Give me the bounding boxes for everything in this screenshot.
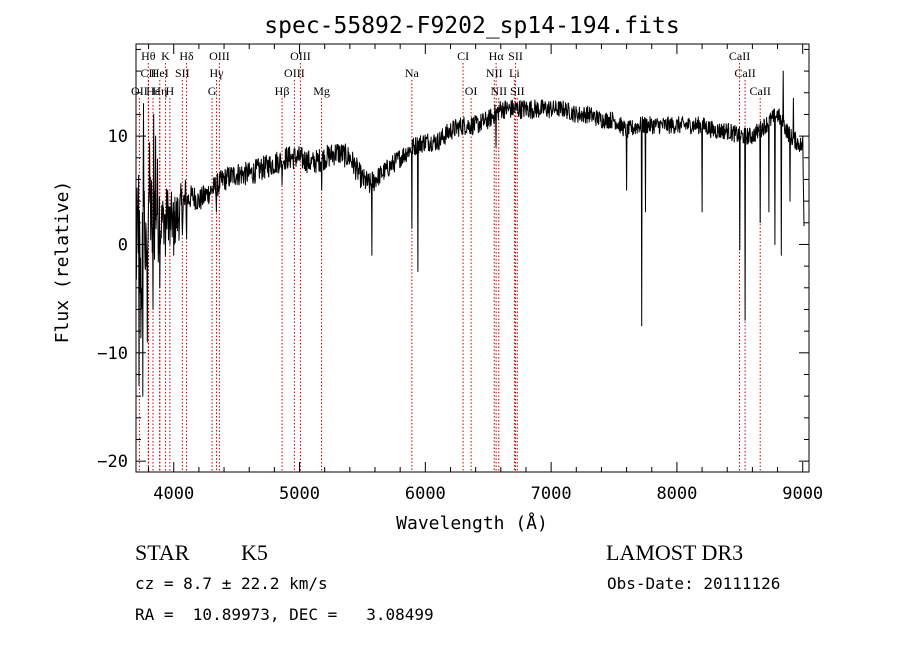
x-tick-label: 7000 — [531, 484, 572, 504]
line-label: Na — [405, 66, 420, 80]
plot-frame — [135, 43, 810, 473]
line-label: Hγ — [210, 66, 225, 80]
line-label: Hθ — [141, 49, 156, 63]
line-label: NII — [490, 84, 507, 98]
line-label: NII — [486, 66, 503, 80]
line-label: OIII — [290, 49, 311, 63]
line-label: Hε — [146, 84, 160, 98]
x-tick-label: 8000 — [656, 484, 697, 504]
x-tick-label: 4000 — [153, 484, 194, 504]
line-label: Hα — [489, 49, 505, 63]
line-label: CaII — [750, 84, 771, 98]
observation-date: Obs-Date: 20111126 — [607, 574, 780, 593]
y-axis-ticks: −20 −10 0 10 — [97, 48, 809, 472]
redshift-velocity: cz = 8.7 ± 22.2 km/s — [135, 574, 328, 593]
x-tick-label: 5000 — [279, 484, 320, 504]
line-label: K — [161, 49, 170, 63]
survey-name: LAMOST DR3 — [606, 540, 743, 565]
y-tick-label: −10 — [97, 344, 128, 364]
y-tick-label: 10 — [108, 127, 128, 147]
object-subclass: K5 — [241, 540, 268, 565]
line-label: HeI — [151, 66, 169, 80]
line-label: OI — [465, 84, 478, 98]
x-tick-label: 6000 — [405, 484, 446, 504]
y-axis-label: Flux (relative) — [52, 181, 73, 344]
line-label: OIII — [284, 66, 305, 80]
object-class: STAR — [135, 540, 190, 565]
line-label: CI — [457, 49, 469, 63]
y-tick-label: 0 — [118, 235, 128, 255]
line-label: Mg — [313, 84, 330, 98]
line-label: Hδ — [179, 49, 194, 63]
line-label: SII — [510, 84, 525, 98]
line-label: SII — [175, 66, 190, 80]
line-label: H — [166, 84, 175, 98]
x-axis-label: Wavelength (Å) — [396, 512, 548, 534]
x-tick-label: 9000 — [782, 484, 823, 504]
line-label: SII — [508, 49, 523, 63]
spectrum-series — [135, 70, 805, 397]
y-tick-label: −20 — [97, 452, 128, 472]
line-label: OIII — [209, 49, 230, 63]
coordinates: RA = 10.89973, DEC = 3.08499 — [135, 605, 434, 624]
line-label: Li — [509, 66, 520, 80]
spectrum-line — [135, 70, 805, 397]
x-axis-ticks: 4000 5000 6000 7000 8000 9000 — [148, 44, 823, 504]
line-label: CII — [140, 66, 156, 80]
chart-title: spec-55892-F9202_sp14-194.fits — [264, 13, 679, 39]
line-label: Hη — [152, 84, 167, 98]
line-label: G — [208, 84, 217, 98]
line-label: OII — [131, 84, 148, 98]
line-label: Hβ — [275, 84, 290, 98]
line-label: CaII — [734, 66, 755, 80]
line-label: CaII — [729, 49, 750, 63]
